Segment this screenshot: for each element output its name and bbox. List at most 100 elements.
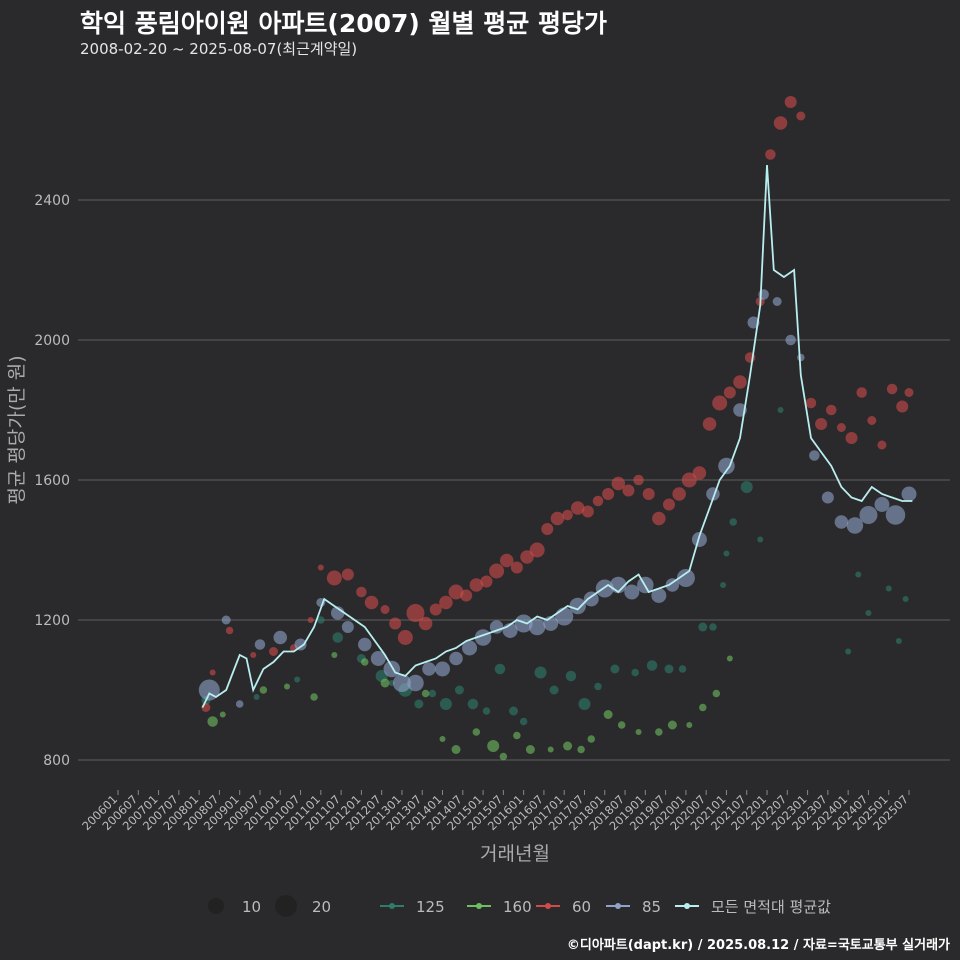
data-point-85 <box>294 638 307 651</box>
x-axis-label: 거래년월 <box>480 843 550 865</box>
data-point-60 <box>307 617 314 623</box>
data-point-160 <box>499 752 508 761</box>
data-point-125 <box>729 518 737 526</box>
y-tick-label: 2000 <box>34 333 70 349</box>
data-point-160 <box>361 658 369 666</box>
data-point-85 <box>651 588 667 603</box>
data-point-60 <box>225 626 234 635</box>
data-point-160 <box>310 693 318 701</box>
data-point-60 <box>886 383 898 395</box>
data-point-60 <box>633 474 644 486</box>
y-tick-label: 1600 <box>34 473 70 489</box>
data-point-60 <box>460 589 473 602</box>
data-point-85 <box>676 569 695 587</box>
data-point-85 <box>785 334 796 346</box>
data-point-60 <box>341 568 354 581</box>
data-point-60 <box>520 550 534 564</box>
data-point-60 <box>541 523 554 535</box>
data-point-85 <box>273 630 288 645</box>
data-point-60 <box>904 388 914 397</box>
source-footer: ©디아파트(dapt.kr) / 2025.08.12 / 자료=국토교통부 실… <box>566 938 950 953</box>
data-point-85 <box>341 621 354 633</box>
legend-label: 125 <box>416 898 445 916</box>
data-point-125 <box>610 664 620 674</box>
data-point-60 <box>662 498 675 511</box>
data-point-60 <box>250 652 257 658</box>
data-point-60 <box>356 586 367 598</box>
data-point-125 <box>253 694 260 700</box>
data-point-60 <box>856 387 867 398</box>
data-point-85 <box>235 700 244 708</box>
data-point-60 <box>326 570 342 586</box>
data-point-60 <box>672 487 686 501</box>
data-point-160 <box>667 720 677 730</box>
data-point-125 <box>549 685 559 695</box>
y-tick-label: 2400 <box>34 193 70 209</box>
data-point-125 <box>855 571 862 578</box>
data-point-60 <box>581 505 594 518</box>
data-point-85 <box>846 517 864 534</box>
average-line <box>201 164 913 708</box>
data-point-60 <box>480 575 493 588</box>
data-point-85 <box>383 660 401 678</box>
legend-key-dot <box>684 903 690 909</box>
data-point-85 <box>407 674 424 692</box>
data-point-160 <box>513 731 521 740</box>
legend-key-dot <box>389 903 395 909</box>
data-point-85 <box>462 640 478 656</box>
legend-key-dot <box>615 903 621 909</box>
data-point-125 <box>664 664 674 674</box>
x-tick-labels: 2006012006072007012007072008012008072009… <box>79 790 911 833</box>
data-point-85 <box>583 591 599 607</box>
data-point-160 <box>525 745 535 754</box>
data-point-85 <box>528 618 546 636</box>
data-point-160 <box>547 746 554 753</box>
y-tick-label: 1200 <box>34 613 70 629</box>
data-point-85 <box>901 486 917 502</box>
data-point-60 <box>815 418 828 430</box>
data-point-60 <box>896 400 909 413</box>
data-point-85 <box>569 597 586 615</box>
legend-size-marker <box>208 898 224 914</box>
data-point-60 <box>826 404 837 416</box>
data-point-125 <box>740 481 753 493</box>
data-point-60 <box>796 111 806 121</box>
data-point-160 <box>331 652 338 658</box>
data-point-125 <box>678 665 687 673</box>
legend-label: 160 <box>503 898 532 916</box>
data-point-160 <box>284 683 291 690</box>
legend-size-label: 10 <box>242 898 261 916</box>
data-point-85 <box>772 297 782 306</box>
data-point-60 <box>317 564 324 571</box>
legend-label: 모든 면적대 평균값 <box>711 898 831 916</box>
data-point-160 <box>219 711 226 718</box>
data-point-125 <box>534 666 547 679</box>
legend-key-dot <box>545 903 551 909</box>
data-point-125 <box>720 582 727 588</box>
data-point-60 <box>397 630 413 645</box>
data-point-160 <box>207 716 218 727</box>
data-point-60 <box>406 604 425 622</box>
data-point-125 <box>777 407 784 413</box>
data-point-85 <box>665 578 680 592</box>
data-point-125 <box>885 585 892 592</box>
data-point-60 <box>592 495 604 507</box>
data-point-60 <box>562 509 573 521</box>
chart-subtitle: 2008-02-20 ~ 2025-08-07(최근계약일) <box>80 40 358 58</box>
data-point-60 <box>622 484 635 497</box>
data-point-85 <box>834 515 849 529</box>
data-point-85 <box>874 497 890 512</box>
data-point-125 <box>414 699 424 709</box>
data-point-125 <box>865 610 872 616</box>
data-point-60 <box>469 578 484 592</box>
data-point-125 <box>482 707 491 715</box>
data-point-60 <box>209 669 216 676</box>
data-point-85 <box>514 614 533 633</box>
data-point-160 <box>699 703 707 712</box>
data-point-85 <box>821 491 834 504</box>
data-point-160 <box>472 728 481 736</box>
data-point-125 <box>294 676 301 683</box>
data-point-60 <box>611 476 626 491</box>
data-point-125 <box>454 685 464 695</box>
